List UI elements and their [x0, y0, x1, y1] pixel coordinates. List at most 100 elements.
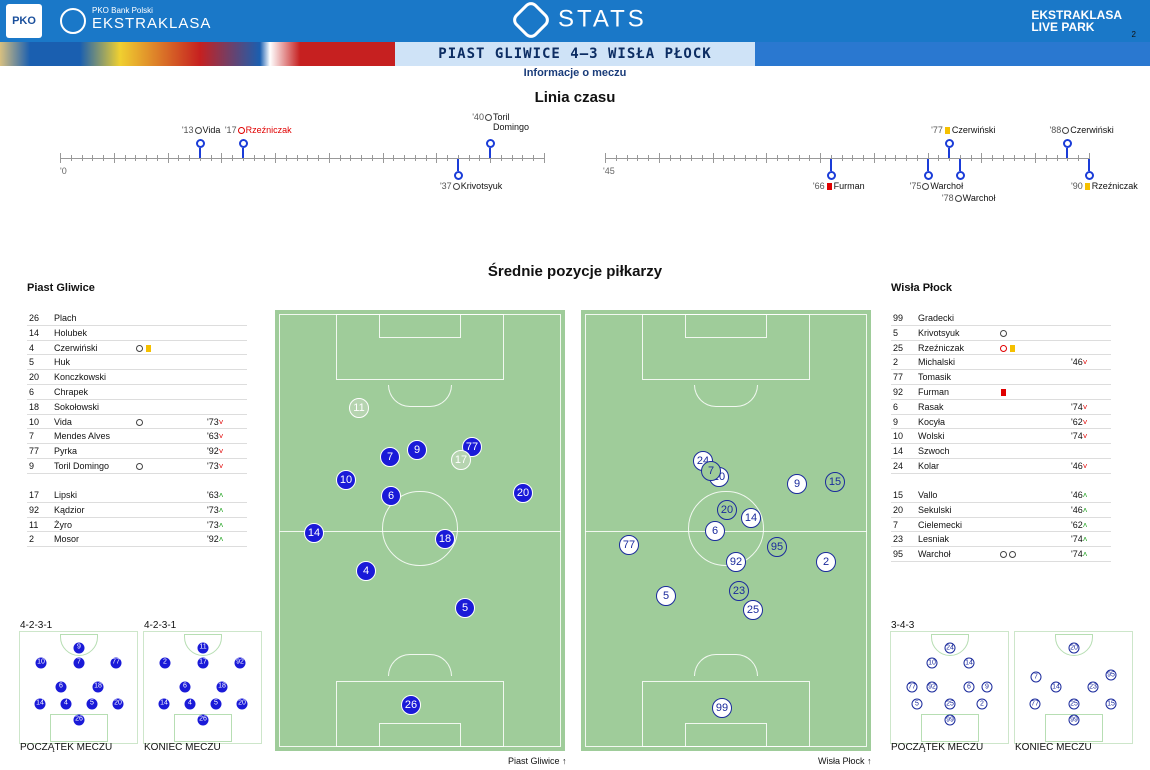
player-number: 5 — [29, 357, 35, 368]
player-position-marker[interactable]: 5 — [455, 598, 475, 618]
player-position-marker[interactable]: 77 — [619, 535, 639, 555]
player-position-marker[interactable]: 7 — [380, 447, 400, 467]
player-position-marker[interactable]: 6 — [381, 486, 401, 506]
axis-tick — [232, 155, 234, 161]
timeline-event: '90 Rzeźniczak — [1071, 181, 1138, 191]
axis-tick — [242, 155, 244, 161]
player-number: 7 — [29, 431, 35, 442]
substitution-minute: '63˄ — [207, 488, 223, 503]
away-fans-image — [755, 42, 1150, 66]
player-name: Szwoch — [918, 446, 950, 457]
away-pitch-label-text: Wisła Płock — [818, 756, 865, 766]
arrow-down-icon: ˅ — [1082, 461, 1088, 471]
player-name: Sekulski — [918, 504, 952, 515]
player-number: 92 — [893, 386, 904, 397]
player-position-marker[interactable]: 99 — [712, 698, 732, 718]
player-number: 25 — [893, 342, 904, 353]
axis-tick — [648, 155, 650, 161]
player-name: Tomasik — [918, 372, 952, 383]
arrow-up-icon: ˄ — [218, 520, 224, 530]
sub-time: '46 — [1071, 490, 1083, 500]
axis-tick — [146, 155, 148, 161]
player-position-marker[interactable]: 11 — [349, 398, 369, 418]
home-end-label: KONIEC MECZU — [144, 742, 221, 753]
player-position-marker[interactable]: 23 — [729, 581, 749, 601]
player-number: 15 — [893, 490, 904, 500]
sub-time: '62 — [1071, 519, 1083, 530]
ball-icon — [954, 195, 962, 203]
player-position-marker[interactable]: 18 — [435, 529, 455, 549]
mini-player-marker: 4 — [184, 698, 196, 710]
sub-time: '62 — [1071, 416, 1083, 427]
axis-tick — [264, 155, 266, 161]
player-position-marker[interactable]: 26 — [401, 695, 421, 715]
ball-icon — [1062, 127, 1070, 135]
away-end-formation-pitch: 20 7 95 14 23 77 25 15 99 — [1014, 631, 1133, 744]
player-position-marker[interactable]: 92 — [726, 552, 746, 572]
mini-player-marker: 92 — [234, 657, 246, 669]
player-row: 9 Toril Domingo '73˅ — [27, 459, 247, 474]
player-position-marker[interactable]: 2 — [816, 552, 836, 572]
player-row: 14 Holubek — [27, 326, 247, 341]
player-position-marker[interactable]: 10 — [336, 470, 356, 490]
axis-tick — [404, 155, 406, 161]
player-position-marker[interactable]: 14 — [304, 523, 324, 543]
axis-tick — [938, 155, 940, 161]
away-pitch-label: Wisła Płock ↑ — [818, 756, 872, 766]
player-row: 11 Żyro '73˄ — [27, 518, 247, 533]
center-circle — [688, 490, 764, 567]
event-player: Rzeźniczak — [245, 125, 292, 135]
player-position-marker[interactable]: 9 — [407, 440, 427, 460]
player-position-marker[interactable]: 20 — [717, 500, 737, 520]
player-position-marker[interactable]: 25 — [743, 600, 763, 620]
axis-tick — [852, 155, 854, 161]
away-team-name: Wisła Płock — [891, 282, 953, 294]
red-card-icon — [1001, 389, 1006, 397]
player-number: 6 — [29, 386, 35, 397]
player-position-marker[interactable]: 20 — [513, 483, 533, 503]
axis-tick — [253, 155, 255, 161]
player-number: 99 — [893, 313, 904, 323]
player-position-marker[interactable]: 95 — [767, 537, 787, 557]
substitution-minute: '73˅ — [207, 415, 223, 430]
mini-player-marker: 18 — [92, 681, 104, 693]
player-position-marker[interactable]: 14 — [741, 508, 761, 528]
timeline-stem — [958, 159, 961, 171]
goal-area-bottom — [379, 722, 461, 747]
mini-player-marker: 9 — [981, 681, 993, 693]
match-title: PIAST GLIWICE 4–3 WISŁA PŁOCK — [395, 42, 755, 66]
axis-tick — [755, 155, 757, 161]
player-position-marker[interactable]: 6 — [705, 521, 725, 541]
axis-tick — [393, 155, 395, 161]
player-row: 2 Mosor '92˄ — [27, 532, 247, 548]
player-name: Kądzior — [54, 504, 85, 515]
sub-time: '74 — [1071, 534, 1083, 545]
player-position-marker[interactable]: 7 — [701, 461, 721, 481]
event-player: Czerwiński — [951, 125, 996, 135]
axis-tick — [124, 155, 126, 161]
player-position-marker[interactable]: 9 — [787, 474, 807, 494]
mini-player-marker: 25 — [1068, 698, 1080, 710]
player-number: 10 — [893, 431, 904, 442]
player-position-marker[interactable]: 15 — [825, 472, 845, 492]
mini-player-marker: 15 — [1105, 698, 1117, 710]
axis-tick — [350, 155, 352, 161]
axis-tick — [777, 155, 779, 161]
halfway-line — [279, 530, 561, 532]
player-position-marker[interactable]: 17 — [451, 450, 471, 470]
player-position-marker[interactable]: 5 — [656, 586, 676, 606]
stats-label: STATS — [558, 5, 647, 33]
event-player: Toril Domingo — [492, 112, 529, 132]
timeline-stem — [926, 159, 929, 171]
home-fans-image — [0, 42, 395, 66]
timeline-stem — [456, 159, 459, 171]
player-row: 4 Czerwiński — [27, 341, 247, 356]
mini-player-marker: 20 — [1068, 642, 1080, 654]
axis-tick — [637, 155, 639, 161]
axis-tick — [691, 155, 693, 161]
livepark-line1: EKSTRAKLASA — [1031, 8, 1122, 22]
player-position-marker[interactable]: 4 — [356, 561, 376, 581]
timeline-event: '13 Vida — [182, 125, 221, 135]
substitution-minute: '74˄ — [1071, 532, 1087, 547]
arrow-down-icon: ˅ — [218, 432, 224, 442]
